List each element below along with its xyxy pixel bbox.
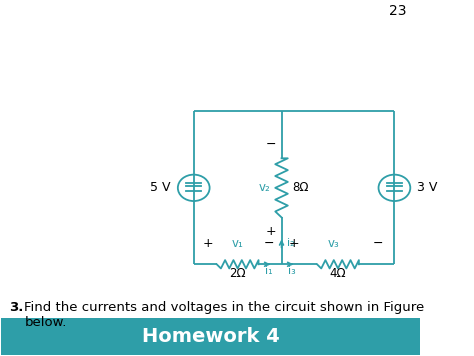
- Text: v₃: v₃: [328, 237, 340, 250]
- Text: v₂: v₂: [259, 181, 271, 194]
- Circle shape: [178, 175, 210, 201]
- Text: 8Ω: 8Ω: [292, 181, 309, 194]
- Circle shape: [379, 175, 410, 201]
- Text: −: −: [373, 237, 383, 250]
- Text: Find the currents and voltages in the circuit shown in Figure
below.: Find the currents and voltages in the ci…: [24, 301, 425, 329]
- Text: −: −: [264, 237, 274, 250]
- Text: 5 V: 5 V: [150, 181, 171, 194]
- Text: 3 V: 3 V: [418, 181, 438, 194]
- Text: −: −: [266, 138, 276, 151]
- Text: i₂: i₂: [287, 239, 294, 248]
- FancyBboxPatch shape: [1, 318, 419, 355]
- Text: i₃: i₃: [288, 266, 296, 277]
- Text: 23: 23: [390, 4, 407, 17]
- Text: 2Ω: 2Ω: [229, 267, 246, 280]
- Text: +: +: [266, 225, 276, 238]
- Text: i₁: i₁: [265, 266, 273, 277]
- Text: 3.: 3.: [9, 301, 23, 314]
- Text: +: +: [289, 237, 300, 250]
- Text: +: +: [203, 237, 214, 250]
- Text: v₁: v₁: [232, 237, 244, 250]
- Text: 4Ω: 4Ω: [329, 267, 346, 280]
- Text: Homework 4: Homework 4: [142, 327, 279, 346]
